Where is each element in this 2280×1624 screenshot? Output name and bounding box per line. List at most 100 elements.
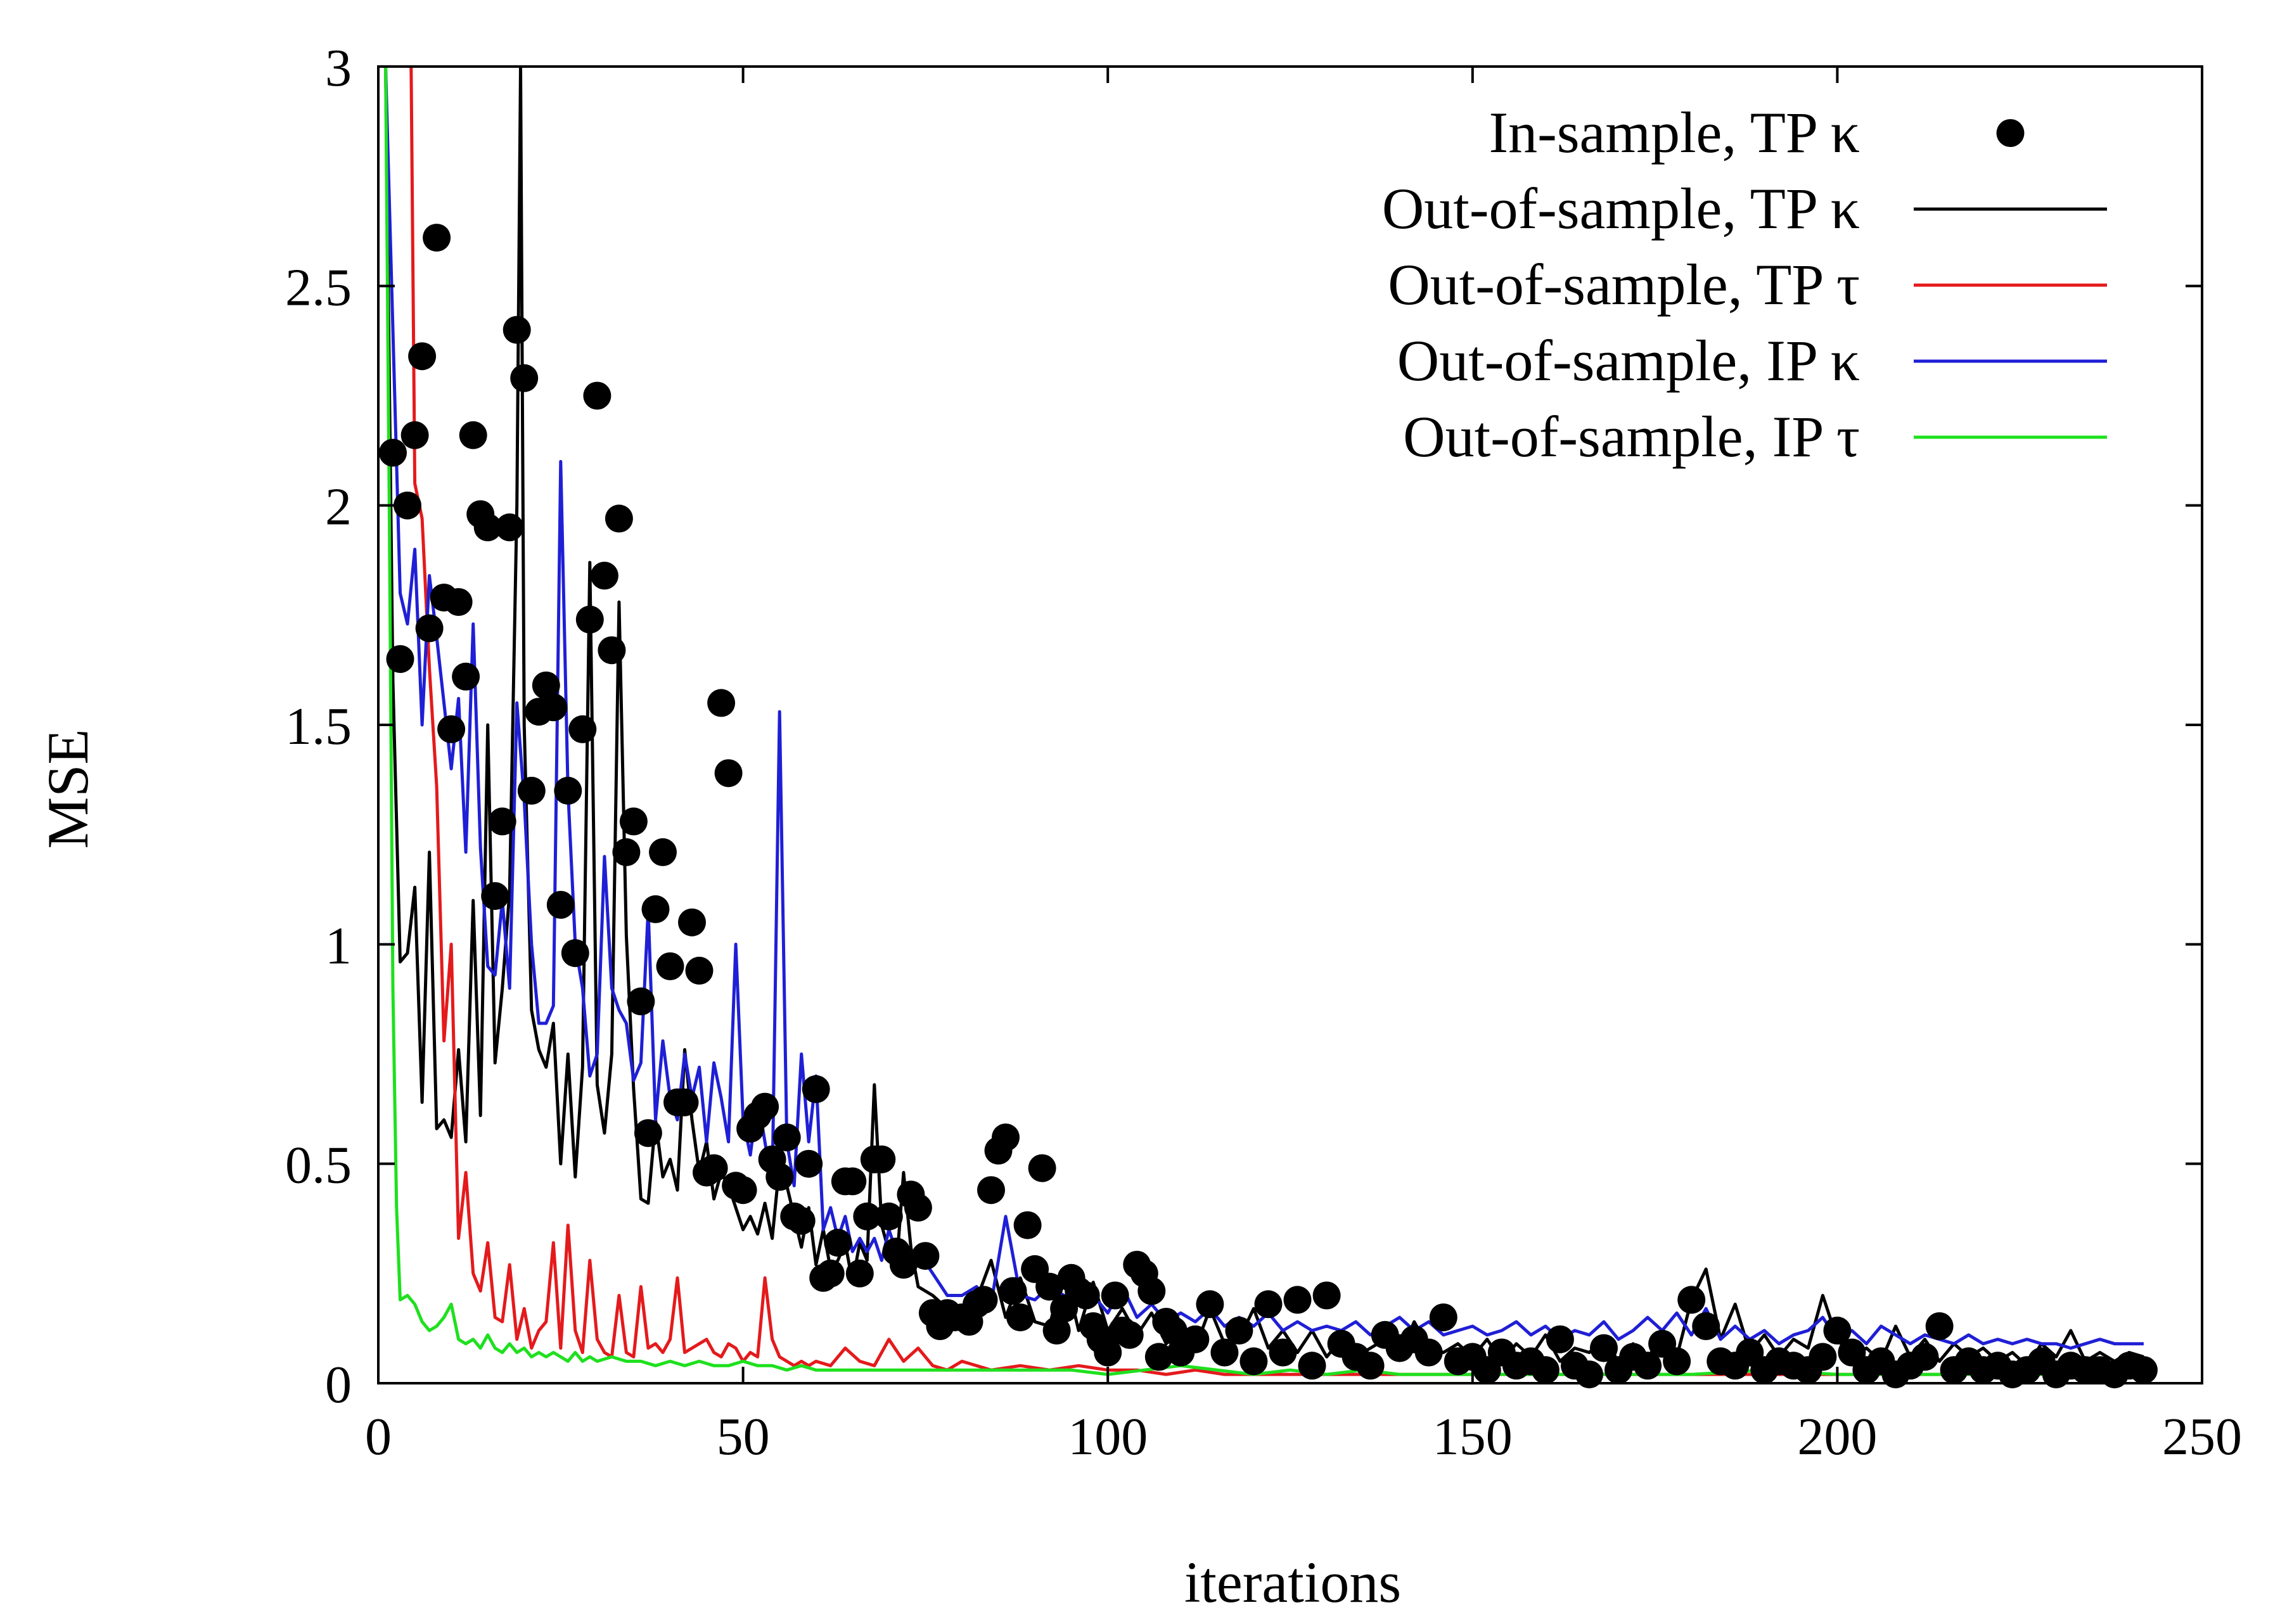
data-point: [546, 891, 575, 919]
plot-frame: [377, 65, 2203, 1384]
data-point: [1115, 1320, 1144, 1349]
x-tick-label: 50: [717, 1407, 770, 1466]
data-point: [1298, 1352, 1326, 1380]
y-tick-label: 2.5: [285, 258, 352, 317]
x-tick-label: 150: [1433, 1407, 1513, 1466]
data-point: [1911, 1343, 1939, 1371]
data-point: [473, 513, 502, 542]
series-line-3: [384, 67, 2144, 1350]
data-point: [1144, 1343, 1173, 1371]
plot-lines: [384, 67, 2144, 1376]
data-point: [1225, 1316, 1253, 1345]
data-point: [656, 952, 684, 980]
data-point: [904, 1193, 932, 1222]
data-point: [1042, 1316, 1071, 1345]
x-tick-label: 0: [365, 1407, 392, 1466]
data-point: [649, 838, 677, 866]
data-point: [444, 588, 473, 617]
data-point: [1809, 1343, 1837, 1371]
data-point: [977, 1176, 1005, 1205]
data-point: [561, 939, 589, 968]
data-point: [400, 421, 429, 449]
axes: 0 50 100 150 200 250 0 0.5 1 1.5 2 2.5 3: [285, 39, 2242, 1466]
data-point: [612, 838, 641, 866]
data-point: [394, 491, 421, 520]
data-point: [729, 1176, 757, 1205]
data-point: [824, 1229, 852, 1257]
data-point: [510, 364, 539, 392]
data-point: [437, 715, 466, 743]
series-line-1: [384, 67, 2144, 1367]
data-point: [816, 1259, 845, 1288]
data-point: [685, 956, 714, 985]
legend-label-2: Out-of-sample, TP τ: [1388, 252, 1860, 317]
data-point: [1692, 1312, 1720, 1340]
data-point: [1181, 1325, 1210, 1353]
data-point: [1356, 1352, 1385, 1380]
data-point: [1210, 1338, 1239, 1367]
data-point: [605, 504, 633, 533]
y-tick-label: 1: [325, 916, 352, 975]
data-point: [992, 1123, 1020, 1152]
data-point: [802, 1075, 830, 1103]
data-point: [707, 689, 736, 717]
data-point: [379, 438, 407, 467]
data-point: [459, 421, 487, 449]
data-point: [568, 715, 597, 743]
legend-label-4: Out-of-sample, IP τ: [1403, 404, 1860, 469]
data-point: [1634, 1352, 1662, 1380]
data-point: [415, 614, 444, 643]
data-point: [503, 316, 531, 344]
data-point: [1254, 1290, 1283, 1319]
data-point: [554, 776, 582, 805]
data-point: [1414, 1338, 1443, 1367]
data-point: [1677, 1286, 1706, 1314]
data-point: [1546, 1325, 1574, 1353]
data-point: [634, 1119, 662, 1148]
data-point: [408, 342, 437, 371]
data-point: [1159, 1316, 1188, 1345]
legend: In-sample, TP κ Out-of-sample, TP κ Out-of…: [1382, 100, 2107, 469]
data-point: [1283, 1286, 1312, 1314]
y-axis-title: MSE: [35, 729, 100, 848]
data-point: [874, 1202, 903, 1231]
data-point: [1013, 1211, 1042, 1239]
data-point: [853, 1202, 881, 1231]
data-point: [1137, 1277, 1166, 1305]
data-point: [970, 1286, 998, 1314]
y-tick-label: 0: [325, 1355, 352, 1414]
legend-label-3: Out-of-sample, IP κ: [1397, 328, 1860, 393]
data-point: [795, 1149, 823, 1178]
data-point: [1269, 1338, 1297, 1367]
x-tick-label: 200: [1797, 1407, 1877, 1466]
data-point: [1663, 1347, 1691, 1376]
plot-points: [379, 224, 2158, 1389]
data-point: [1925, 1312, 1954, 1340]
data-point: [1531, 1356, 1559, 1384]
x-tick-label: 100: [1068, 1407, 1148, 1466]
data-point: [845, 1259, 874, 1288]
legend-label-1: Out-of-sample, TP κ: [1382, 176, 1860, 241]
y-tick-label: 2: [325, 478, 352, 537]
legend-marker-0: [1996, 119, 2025, 147]
data-point: [496, 513, 524, 542]
data-point: [1094, 1338, 1122, 1367]
y-tick-label: 0.5: [285, 1136, 352, 1195]
data-point: [1072, 1281, 1100, 1310]
data-point: [838, 1167, 867, 1196]
data-point: [772, 1123, 801, 1152]
data-point: [1239, 1347, 1268, 1376]
data-point: [517, 776, 546, 805]
data-point: [751, 1092, 779, 1121]
data-point: [1035, 1272, 1064, 1301]
data-point: [868, 1145, 896, 1173]
data-point: [1006, 1303, 1035, 1332]
data-point: [670, 1088, 699, 1116]
data-point: [488, 807, 516, 836]
data-point: [598, 636, 626, 665]
data-point: [765, 1163, 794, 1191]
data-point: [423, 224, 451, 252]
data-point: [481, 882, 509, 911]
data-point: [911, 1242, 940, 1270]
